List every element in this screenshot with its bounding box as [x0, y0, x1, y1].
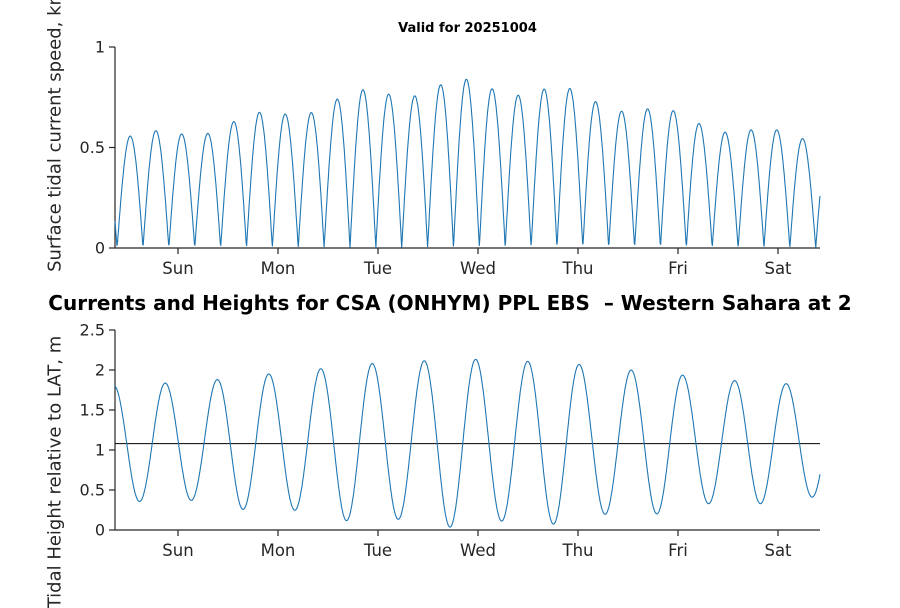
x-tick-label: Thu [562, 541, 594, 560]
subplot1-title: Valid for 20251004 [398, 21, 537, 36]
x-tick-label: Mon [261, 541, 296, 560]
y-tick-label: 0.5 [80, 138, 105, 157]
x-tick-label: Thu [562, 259, 594, 278]
y-tick-label: 1 [95, 38, 105, 57]
x-tick-label: Tue [363, 259, 392, 278]
y-tick-label: 1 [95, 441, 105, 460]
tide-curve [114, 358, 821, 528]
x-tick-label: Sun [162, 259, 193, 278]
x-tick-label: Wed [460, 541, 496, 560]
x-tick-label: Sat [764, 259, 792, 278]
x-tick-label: Fri [668, 259, 688, 278]
x-tick-label: Sun [162, 541, 193, 560]
y-tick-label: 0 [95, 521, 105, 540]
y-tick-label: 0.5 [80, 481, 105, 500]
x-tick-label: Wed [460, 259, 496, 278]
x-tick-label: Mon [261, 259, 296, 278]
tide-curve [114, 78, 821, 249]
x-tick-label: Fri [668, 541, 688, 560]
x-tick-label: Tue [363, 541, 392, 560]
y-tick-label: 0 [95, 239, 105, 258]
main-title: Currents and Heights for CSA (ONHYM) PPL… [48, 291, 852, 315]
y-tick-label: 1.5 [80, 401, 105, 420]
y-tick-label: 2 [95, 361, 105, 380]
y-tick-label: 2.5 [80, 321, 105, 340]
x-tick-label: Sat [764, 541, 792, 560]
